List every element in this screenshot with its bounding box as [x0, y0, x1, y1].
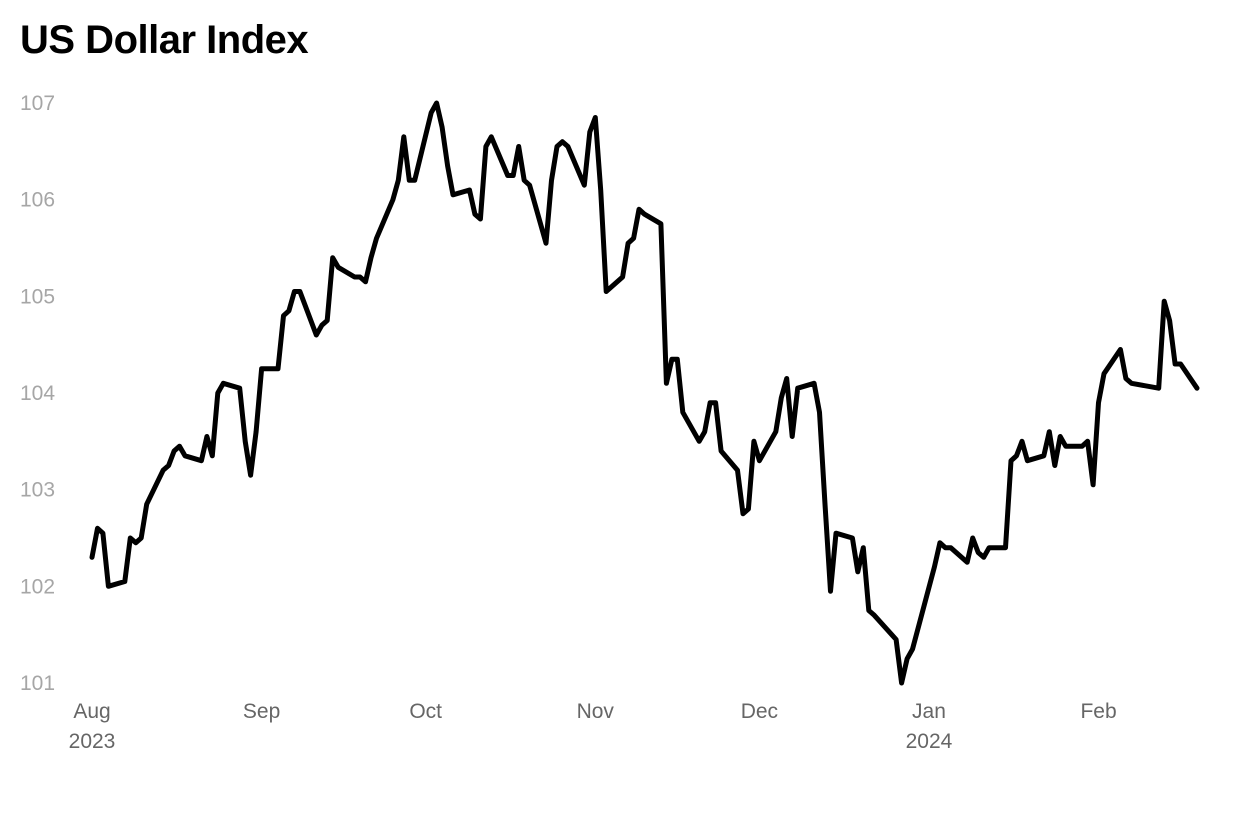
y-axis: 101 102 103 104 105 106 107 [20, 92, 55, 695]
y-tick-label: 104 [20, 382, 55, 405]
series-layer [89, 100, 1200, 686]
x-tick-label: Jan [912, 700, 946, 723]
x-tick-label: Dec [741, 700, 778, 723]
y-tick-label: 105 [20, 285, 55, 308]
y-tick-label: 102 [20, 575, 55, 598]
chart-title: US Dollar Index [20, 18, 309, 62]
x-tick-year-label: 2023 [69, 730, 116, 753]
x-tick-label: Nov [577, 700, 615, 723]
x-tick-label: Oct [409, 700, 442, 723]
x-tick-year-label: 2024 [906, 730, 953, 753]
x-tick-label: Aug [73, 700, 110, 723]
x-tick-label: Feb [1080, 700, 1116, 723]
x-axis: Aug 2023 Sep Oct Nov Dec Jan 2024 Feb [69, 700, 1117, 753]
y-tick-label: 101 [20, 672, 55, 695]
y-tick-label: 107 [20, 92, 55, 115]
y-tick-label: 103 [20, 479, 55, 502]
x-tick-label: Sep [243, 700, 280, 723]
y-tick-label: 106 [20, 189, 55, 212]
series-line [89, 100, 1200, 686]
